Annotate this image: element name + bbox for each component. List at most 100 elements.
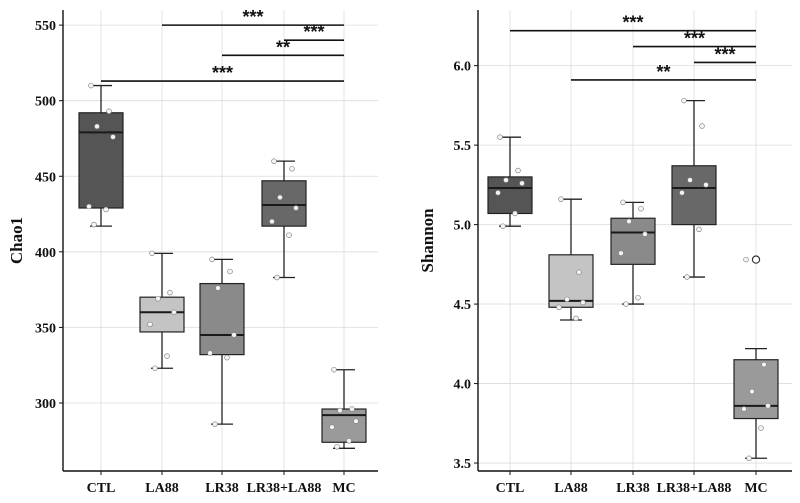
data-point (289, 165, 295, 172)
data-point (293, 205, 299, 211)
iqr-box (78, 112, 124, 209)
data-point (331, 366, 337, 373)
x-tick-label: LR38+LA88 (657, 481, 732, 496)
data-point (638, 205, 644, 212)
x-tick-label: LA88 (554, 481, 587, 496)
data-point (349, 406, 355, 412)
y-tick-label: 550 (35, 19, 56, 34)
data-point (88, 82, 94, 89)
data-point (495, 190, 501, 196)
data-point (623, 301, 629, 307)
data-point (620, 199, 626, 206)
data-point (167, 289, 173, 296)
y-tick-label: 350 (35, 321, 56, 336)
x-tick-label: CTL (496, 481, 525, 496)
box-lr38-la88 (261, 158, 307, 281)
significance-label: *** (622, 13, 643, 33)
significance-label: *** (684, 29, 705, 49)
data-point (580, 299, 586, 306)
data-point (765, 403, 771, 409)
data-point (626, 218, 632, 225)
x-tick-label: LA88 (145, 481, 178, 496)
data-point (147, 321, 153, 328)
y-tick-label: 4.0 (454, 378, 472, 393)
data-point (758, 425, 764, 431)
x-tick-label: LR38 (616, 481, 649, 496)
x-tick-label: LR38+LA88 (247, 481, 322, 496)
box-la88 (548, 196, 594, 322)
data-point (556, 304, 562, 311)
data-point (515, 167, 521, 174)
data-point (699, 123, 705, 129)
iqr-box (487, 176, 533, 215)
box-lr38 (199, 256, 245, 427)
box-mc (733, 255, 779, 462)
data-point (103, 206, 109, 213)
box-ctl (487, 134, 533, 229)
box-lr38 (610, 199, 656, 307)
x-tick-label: MC (744, 481, 767, 496)
data-point (573, 315, 579, 322)
data-point (741, 406, 747, 412)
iqr-box (261, 180, 307, 227)
data-point (171, 309, 177, 316)
significance-label: ** (276, 37, 290, 57)
y-tick-label: 300 (35, 397, 56, 412)
box-lr38-la88 (671, 97, 717, 280)
data-point (696, 226, 702, 233)
outlier-point (751, 255, 761, 264)
data-point (761, 361, 767, 368)
box-mc (321, 366, 367, 450)
data-point (576, 269, 582, 276)
x-tick-label: MC (332, 481, 355, 496)
iqr-box (548, 254, 594, 308)
y-tick-label: 4.5 (454, 298, 472, 313)
data-point (497, 134, 503, 140)
data-point (110, 134, 116, 140)
data-point (337, 407, 343, 414)
y-tick-label: 6.0 (454, 60, 472, 75)
data-point (503, 177, 509, 183)
data-point (334, 444, 340, 450)
data-point (231, 332, 237, 338)
y-tick-label: 5.5 (454, 139, 472, 154)
iqr-box (199, 282, 245, 356)
data-point (684, 274, 690, 280)
data-point (346, 438, 352, 444)
data-point (564, 296, 570, 303)
data-point (512, 210, 518, 217)
y-axis-title: Shannon (418, 208, 437, 273)
data-point (269, 218, 275, 225)
iqr-box (671, 165, 717, 226)
data-point (212, 421, 218, 427)
iqr-box (733, 359, 779, 420)
significance-label: *** (303, 22, 324, 42)
y-axis-title: Chao1 (7, 217, 26, 264)
data-point (353, 418, 359, 424)
iqr-box (321, 408, 367, 443)
data-point (681, 97, 687, 104)
data-point (500, 223, 506, 229)
data-point (164, 353, 170, 359)
data-point (746, 455, 752, 462)
y-tick-label: 400 (35, 246, 56, 261)
data-point (224, 354, 230, 361)
data-point (86, 203, 92, 210)
data-point (152, 365, 158, 371)
data-point (106, 108, 112, 115)
data-point (642, 231, 648, 237)
data-point (749, 388, 755, 395)
data-point (687, 177, 693, 183)
iqr-box (139, 296, 185, 333)
data-point (215, 285, 221, 291)
data-point (209, 256, 215, 263)
data-point (558, 196, 564, 202)
significance-label: ** (656, 62, 670, 82)
significance-label: *** (714, 44, 735, 64)
data-point (149, 250, 155, 257)
x-tick-label: CTL (87, 481, 116, 496)
data-point (286, 232, 292, 238)
